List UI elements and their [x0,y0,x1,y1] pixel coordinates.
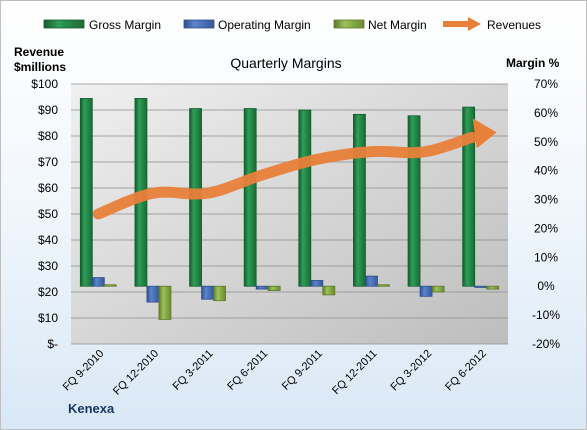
operating-margin-bar [201,285,214,300]
net-margin-bar [103,284,117,287]
legend-swatch-operating-margin [183,19,215,29]
gross-margin-bar [353,113,366,287]
legend-swatch-revenues-arrowhead [468,17,481,31]
operating-margin-bar [365,275,378,287]
operating-margin-bar [419,285,433,297]
left-axis-tick-label: $90 [38,103,58,117]
net-margin-bar [486,285,500,290]
right-axis-tick-label: 40% [534,164,558,178]
operating-margin-bar [255,285,269,290]
left-axis-tick-label: $60 [38,181,58,195]
right-axis-tick-label: 0% [537,279,555,293]
right-axis-tick-label: -20% [532,337,560,351]
net-margin-bar [322,285,336,296]
operating-margin-bar [474,285,488,288]
right-axis-tick-label: 30% [534,193,558,207]
chart-title: Quarterly Margins [230,55,341,71]
legend-item-operating-margin: Operating Margin [183,18,311,32]
legend-swatch-gross-margin [43,19,85,29]
net-margin-bar [267,285,281,291]
x-axis-ticks: FQ 9-2010 FQ 12-2010 FQ 3-2011 FQ 6-2011 FQ … [61,348,489,398]
legend-label-net-margin: Net Margin [368,18,427,32]
right-axis-tick-label: 20% [534,221,558,235]
right-axis-tick-label: 10% [534,250,558,264]
left-axis-tick-label: $80 [38,129,58,143]
legend-label-gross-margin: Gross Margin [89,18,161,32]
revenue-line [92,131,479,220]
legend-item-gross-margin: Gross Margin [43,18,161,32]
net-margin-bar [377,284,390,287]
left-axis-tick-label: $50 [38,207,58,221]
right-axis-tick-label: 70% [534,77,558,91]
gross-margin-bar [298,109,312,287]
gross-margin-bar [243,108,257,287]
left-axis-tick-label: $100 [31,77,58,91]
left-axis-ticks: $- $10 $20 $30 $40 $50 $60 $70 $80 $90 $100 [31,77,58,351]
operating-margin-bar [310,280,324,287]
left-axis-title-line2: $millions [14,60,66,74]
legend-item-net-margin: Net Margin [333,18,427,32]
right-axis-tick-label: 60% [534,106,558,120]
left-axis-title-line1: Revenue [14,45,64,59]
legend-label-revenues: Revenues [487,18,541,32]
revenue-line-group [92,118,497,220]
right-axis-ticks: -20% -10% 0% 10% 20% 30% 40% 50% 60% 70% [532,77,560,351]
right-axis-tick-label: 50% [534,135,558,149]
x-axis-tick-label: FQ 12-2010 [111,348,161,398]
x-axis-tick-label: FQ 3-2012 [389,348,435,394]
gross-margin-bar [79,98,93,287]
right-axis-title: Margin % [506,56,560,70]
legend: Gross Margin Operating Margin Net Margin… [43,17,541,32]
left-axis-tick-label: $70 [38,155,58,169]
net-margin-bar [158,285,172,320]
right-axis-tick-label: -10% [532,308,560,322]
legend-item-revenues: Revenues [443,17,541,32]
left-axis-tick-label: $10 [38,311,58,325]
x-axis-tick-label: FQ 9-2010 [61,348,107,394]
footer-label: Kenexa [68,401,115,416]
left-axis-tick-label: $20 [38,285,58,299]
x-axis-tick-label: FQ 12-2011 [330,348,379,397]
x-axis-tick-label: FQ 3-2011 [171,348,216,393]
operating-margin-bar [91,277,105,287]
legend-swatch-net-margin [333,19,365,29]
x-axis-tick-label: FQ 6-2012 [443,348,489,394]
legend-label-operating-margin: Operating Margin [218,18,311,32]
x-axis-tick-label: FQ 6-2011 [225,348,270,393]
left-axis-tick-label: $30 [38,259,58,273]
left-axis-tick-label: $- [47,337,58,351]
left-axis-tick-label: $40 [38,233,58,247]
net-margin-bar [213,285,226,302]
gross-margin-bar [462,106,476,287]
operating-margin-bar [146,285,160,303]
x-axis-tick-label: FQ 9-2011 [280,348,325,393]
revenue-line-arrowhead [472,118,497,149]
gross-margin-bar [407,115,421,287]
net-margin-bar [431,285,445,293]
